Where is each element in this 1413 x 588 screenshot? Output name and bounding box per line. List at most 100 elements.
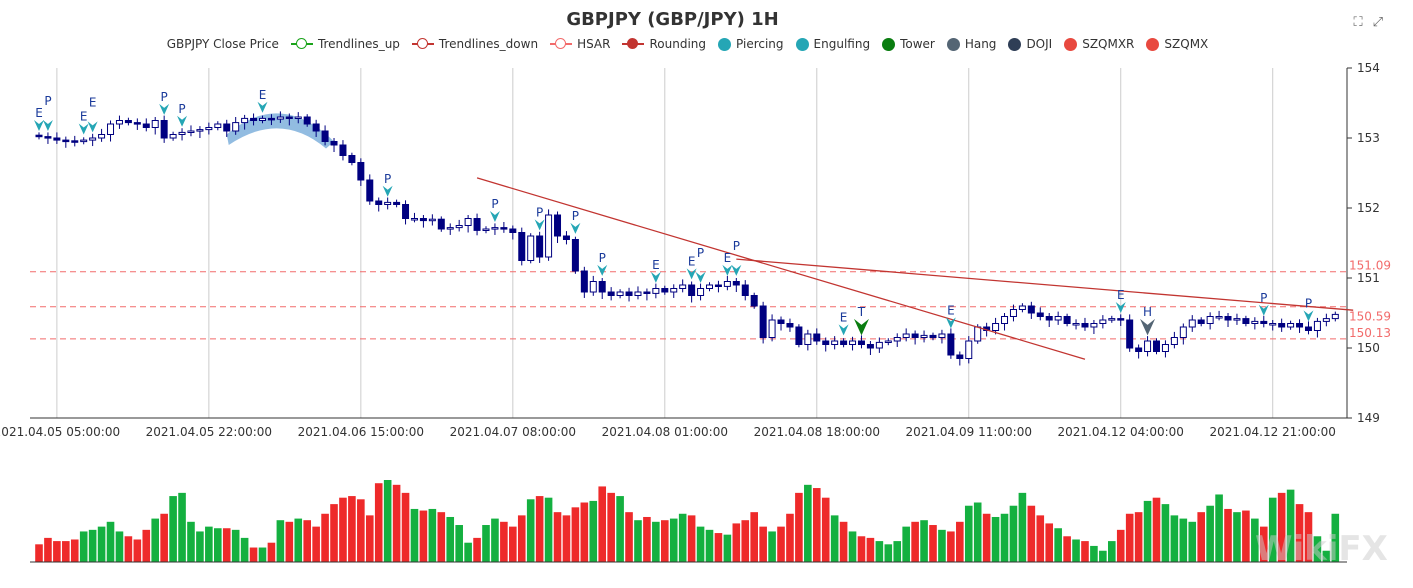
volume-bar (401, 492, 410, 562)
volume-bar (705, 529, 714, 562)
candle (107, 123, 115, 135)
candle (804, 333, 812, 345)
volume-bar (866, 537, 875, 562)
y-tick-label: 153 (1357, 131, 1380, 145)
marker-label: E (1117, 288, 1125, 302)
volume-bar (205, 526, 213, 562)
volume-bar (589, 500, 598, 562)
legend-item[interactable]: Tower (882, 37, 935, 51)
candle (1331, 313, 1339, 320)
candle (947, 333, 955, 356)
candle (831, 340, 839, 345)
volume-bar (374, 483, 383, 562)
marker-label: E (724, 251, 732, 265)
candle (706, 284, 713, 289)
zoom-icon[interactable]: ⛶ (1353, 14, 1373, 29)
volume-bar (750, 512, 758, 562)
marker-piercing-icon (489, 211, 500, 222)
legend-item[interactable]: Rounding (622, 37, 706, 51)
candle (670, 288, 678, 293)
volume-bar (1009, 505, 1018, 562)
volume-bar (544, 497, 553, 562)
volume-bar (392, 484, 401, 562)
candle (330, 141, 338, 146)
legend-item[interactable]: Hang (946, 37, 996, 51)
volume-bar (1277, 492, 1286, 562)
legend-item[interactable]: Trendlines_down (411, 37, 538, 51)
restore-icon[interactable]: ⤢ (1372, 14, 1393, 29)
legend-item[interactable]: DOJI (1008, 37, 1052, 51)
volume-bar (249, 547, 258, 562)
marker-label: E (35, 106, 43, 120)
legend-label: Trendlines_up (317, 37, 400, 51)
candle (1072, 323, 1080, 326)
volume-bar (875, 541, 884, 562)
marker-hang-icon (1140, 318, 1156, 336)
marker-tower-icon (853, 318, 869, 336)
volume-bar (777, 526, 785, 562)
volume-bar (1331, 513, 1340, 562)
candle (661, 288, 669, 293)
volume-bar (312, 526, 320, 562)
legend-item[interactable]: SZQMX (1146, 37, 1208, 51)
volume-bar (517, 515, 526, 562)
volume-bar (687, 515, 696, 562)
candle (875, 341, 883, 349)
y-tick-label: 151 (1357, 271, 1380, 285)
legend-item[interactable]: Engulfing (795, 37, 870, 51)
volume-bar (848, 531, 857, 562)
candle (527, 235, 535, 261)
legend-item[interactable]: SZQMXR (1064, 37, 1134, 51)
volume-bar (830, 515, 839, 562)
candle (393, 201, 401, 205)
marker-engulfing-icon (945, 317, 956, 329)
candle (160, 120, 168, 139)
volume-bar (1179, 518, 1188, 562)
volume-bar (464, 542, 472, 562)
candle (562, 235, 570, 240)
trendline (736, 258, 1354, 311)
volume-bar (1027, 505, 1036, 562)
volume-bar (446, 516, 455, 562)
candle (419, 218, 427, 222)
candle (1242, 318, 1250, 325)
candle (518, 232, 526, 261)
candle (44, 136, 52, 139)
marker-engulfing-icon (34, 120, 44, 131)
volume-bar (821, 497, 830, 562)
candle (813, 333, 821, 342)
legend-item[interactable]: Piercing (718, 37, 784, 51)
volume-bar (1268, 497, 1277, 562)
candle (545, 214, 553, 258)
volume-bar (580, 502, 589, 562)
legend-label: HSAR (577, 37, 611, 51)
candle (223, 123, 231, 132)
x-tick-label: 2021.04.12 21:00:00 (1210, 425, 1336, 439)
candle (482, 228, 490, 231)
legend-item[interactable]: HSAR (550, 37, 610, 51)
candle (607, 291, 615, 296)
volume-bar (124, 536, 133, 562)
candle (956, 354, 964, 359)
x-tick-label: 2021.04.09 11:00:00 (906, 425, 1032, 439)
marker-piercing-icon (177, 115, 188, 127)
legend-line-icon (550, 38, 573, 50)
volume-bar (133, 539, 142, 562)
legend-label: Rounding (649, 37, 707, 51)
candle (491, 227, 499, 230)
legend-item[interactable]: GBPJPY Close Price (167, 37, 279, 51)
volume-bar (187, 521, 195, 562)
marker-label: P (536, 205, 543, 219)
volume-bar (526, 499, 535, 562)
volume-bar (562, 515, 571, 562)
candle (616, 291, 624, 296)
candle (643, 291, 651, 294)
volume-bar (598, 486, 607, 562)
legend-item[interactable]: Trendlines_up (290, 37, 400, 51)
candle (1233, 318, 1241, 321)
volume-bar (1251, 518, 1259, 562)
candle (187, 130, 195, 133)
volume-bar (1259, 526, 1268, 562)
volume-bar (97, 526, 106, 562)
volume-bar (1063, 536, 1071, 562)
